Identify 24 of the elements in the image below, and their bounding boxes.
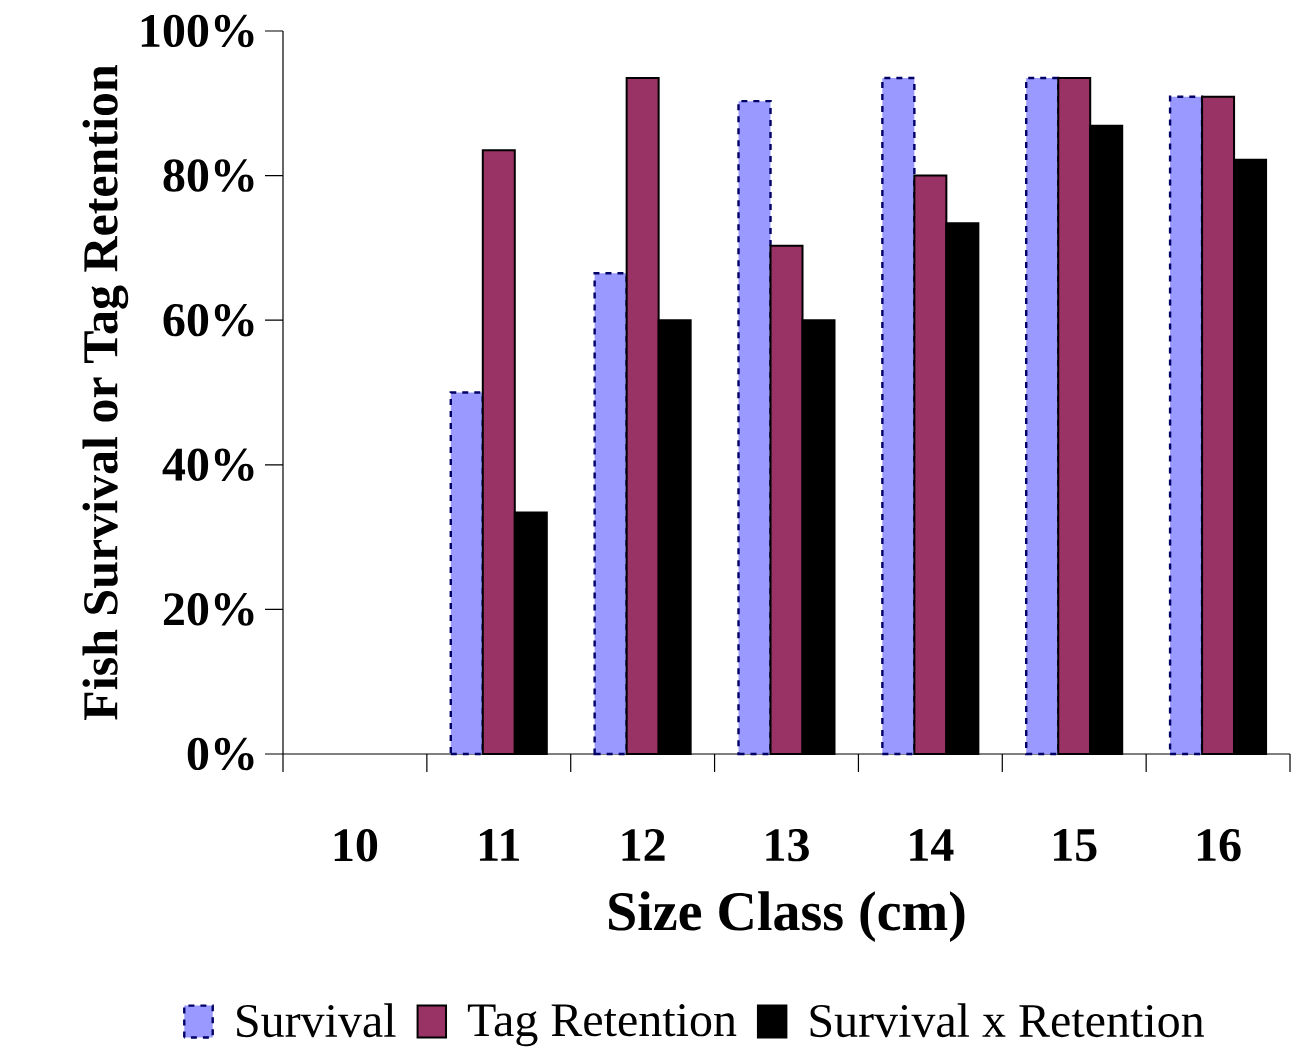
y-tick-label: 40% (162, 448, 254, 482)
bar (881, 76, 916, 756)
x-tick-label: 15 (1054, 829, 1097, 862)
y-axis-title: Fish Survival or Tag Retention (82, 64, 129, 720)
bar (737, 99, 772, 756)
bar (1025, 76, 1060, 756)
x-tick-label: 11 (479, 829, 519, 861)
bar (1168, 95, 1204, 756)
legend-label: Survival x Retention (810, 1003, 1204, 1038)
x-axis-title: Size Class (cm) (609, 891, 965, 942)
y-tick-label: 100% (141, 14, 254, 48)
bar (593, 272, 628, 756)
x-tick-label: 12 (622, 829, 665, 861)
y-tick-label: 80% (163, 159, 254, 192)
legend-label: Tag Retention (467, 1004, 737, 1047)
x-tick-label: 16 (1197, 829, 1241, 862)
y-tick-label: 0% (187, 737, 254, 771)
x-tick-label: 14 (910, 829, 954, 861)
y-tick-label: 60% (163, 303, 254, 337)
legend-label: Survival (237, 1003, 396, 1038)
x-tick-label: 13 (766, 829, 809, 862)
x-tick-label: 10 (334, 829, 378, 862)
bar (449, 391, 484, 756)
y-tick-label: 20% (163, 593, 254, 626)
